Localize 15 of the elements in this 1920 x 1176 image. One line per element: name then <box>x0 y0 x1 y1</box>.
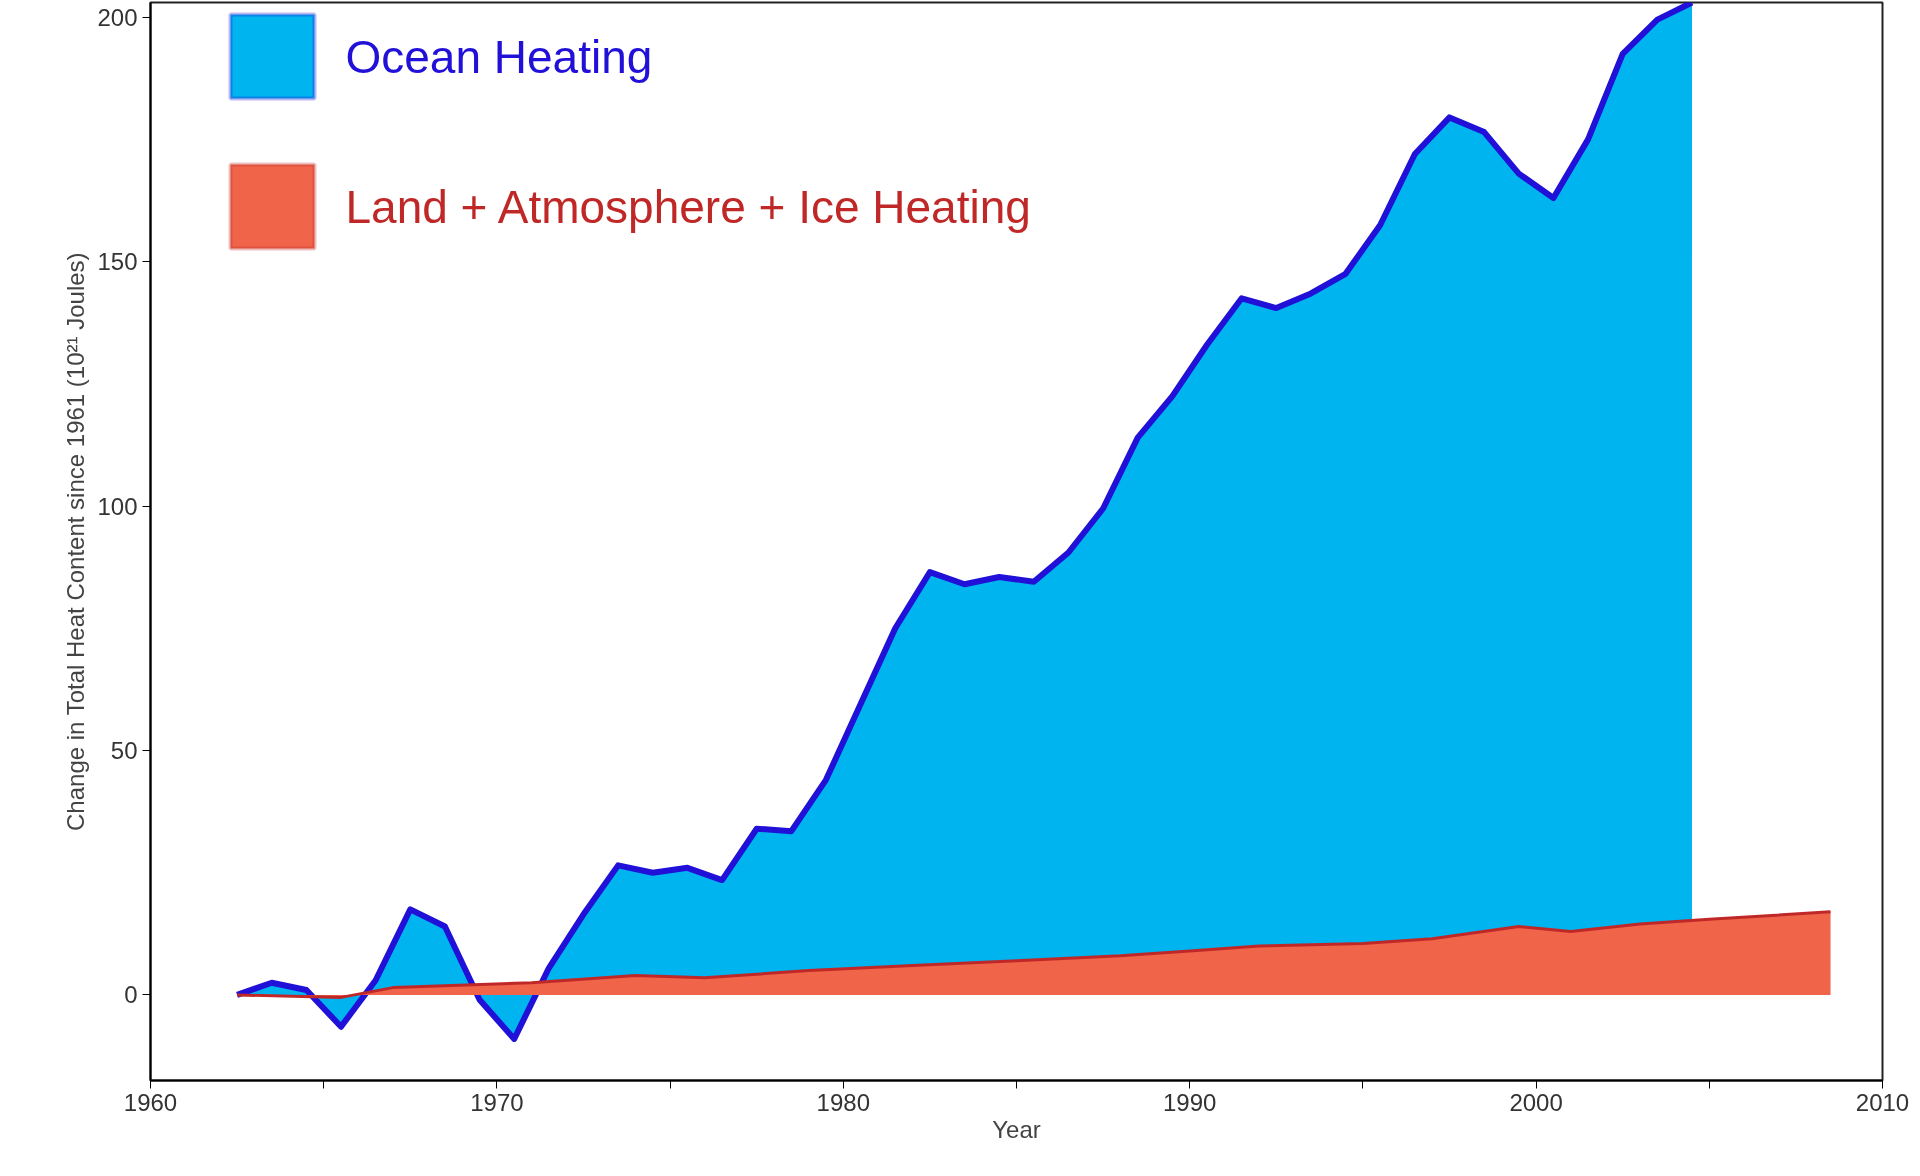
x-tick-label: 1960 <box>123 1088 178 1116</box>
y-tick-label: 0 <box>124 981 138 1009</box>
x-axis-title: Year <box>992 1115 1041 1143</box>
y-axis-title: Change in Total Heat Content since 1961 (10²¹ Joules) <box>62 252 90 831</box>
x-tick-label: 2000 <box>1509 1088 1563 1116</box>
y-tick-label: 200 <box>97 3 138 31</box>
legend-label: Land + Atmosphere + Ice Heating <box>345 180 1031 233</box>
x-tick-label: 2010 <box>1855 1088 1910 1116</box>
x-tick-label: 1980 <box>816 1088 870 1116</box>
x-tick-label: 1970 <box>470 1088 524 1116</box>
x-tick-label: 1990 <box>1163 1088 1217 1116</box>
legend-label: Ocean Heating <box>345 30 653 83</box>
y-tick-label: 100 <box>97 492 138 520</box>
y-tick-label: 50 <box>110 737 138 764</box>
y-tick-label: 150 <box>97 248 138 276</box>
